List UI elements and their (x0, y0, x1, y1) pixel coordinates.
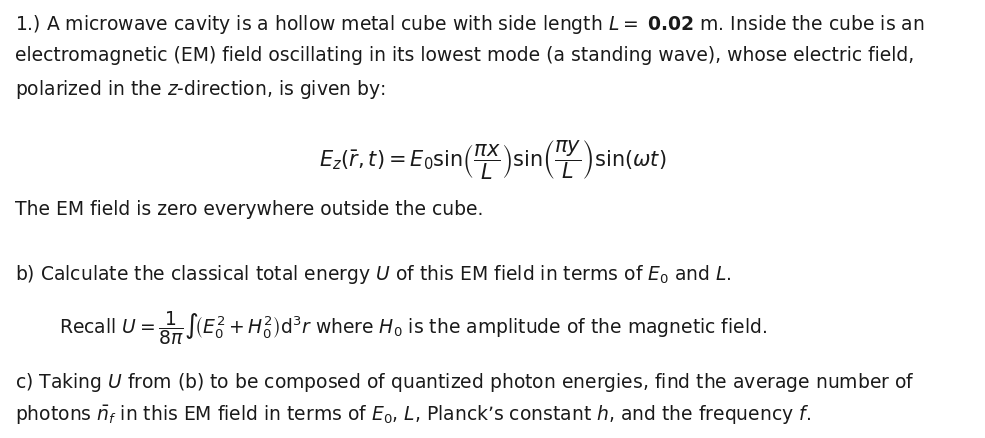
Text: c) Taking $U$ from (b) to be composed of quantized photon energies, find the ave: c) Taking $U$ from (b) to be composed of… (15, 370, 914, 393)
Text: The EM field is zero everywhere outside the cube.: The EM field is zero everywhere outside … (15, 199, 484, 218)
Text: electromagnetic (EM) field oscillating in its lowest mode (a standing wave), who: electromagnetic (EM) field oscillating i… (15, 46, 914, 65)
Text: 1.) A microwave cavity is a hollow metal cube with side length $L =$ $\mathbf{0.: 1.) A microwave cavity is a hollow metal… (15, 13, 924, 36)
Text: b) Calculate the classical total energy $U$ of this EM field in terms of $E_0$ a: b) Calculate the classical total energy … (15, 263, 732, 286)
Text: Recall $U = \dfrac{1}{8\pi}\int\!\left(E_0^2 + H_0^2\right)\mathrm{d}^3r$ where : Recall $U = \dfrac{1}{8\pi}\int\!\left(E… (59, 309, 767, 346)
Text: polarized in the $z$-direction, is given by:: polarized in the $z$-direction, is given… (15, 78, 385, 101)
Text: $E_z(\bar{r},t) = E_0 \sin\!\left(\dfrac{\pi x}{L}\right)\sin\!\left(\dfrac{\pi : $E_z(\bar{r},t) = E_0 \sin\!\left(\dfrac… (319, 138, 666, 181)
Text: photons $\bar{n}_f$ in this EM field in terms of $E_0$, $L$, Planck’s constant $: photons $\bar{n}_f$ in this EM field in … (15, 402, 811, 425)
